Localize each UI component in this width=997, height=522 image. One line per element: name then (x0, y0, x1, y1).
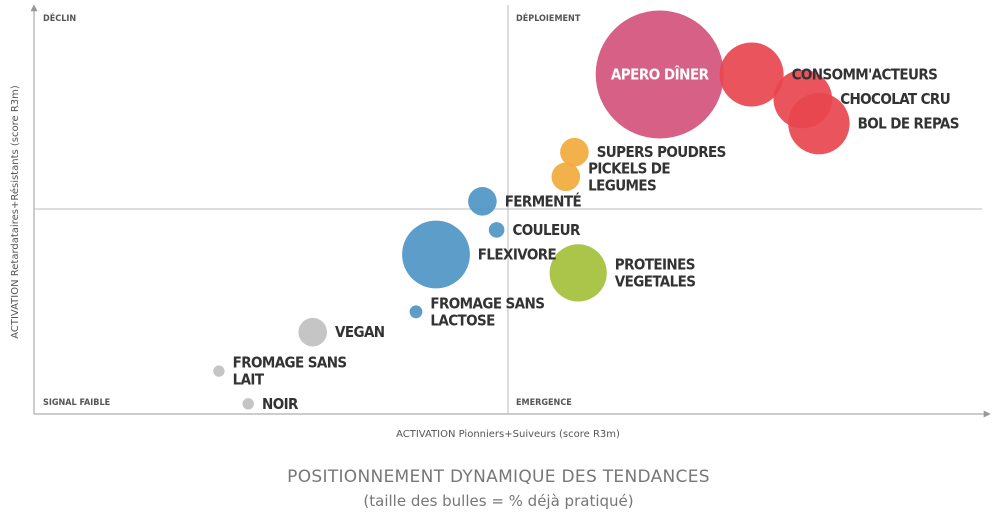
bubble-label-noir: NOIR (262, 395, 299, 413)
x-axis-label: ACTIVATION Pionniers+Suiveurs (score R3m… (396, 429, 620, 440)
bubble-consomm-acteurs (719, 42, 784, 107)
bubble-label-bol-de-repas: BOL DE REPAS (858, 115, 959, 133)
bubble-supers-poudres (560, 137, 589, 167)
bubble-label-fermente: FERMENTÉ (505, 191, 582, 210)
quadrant-label-top-left: DÉCLIN (43, 12, 76, 24)
bubble-flexivore (402, 220, 470, 289)
bubble-label-supers-poudres: SUPERS POUDRES (597, 143, 726, 161)
bubble-label-proteines-vegetales: PROTEINES VEGETALES (615, 255, 696, 290)
y-axis-label: ACTIVATION Retardataires+Résistants (sco… (9, 85, 21, 339)
bubble-vegan (298, 317, 328, 347)
bubble-label-couleur: COULEUR (513, 221, 582, 239)
bubble-label-flexivore: FLEXIVORE (478, 246, 557, 264)
bubble-label-fromage-sans-lactose: FROMAGE SANS LACTOSE (430, 294, 544, 329)
bubble-pickels-de-legumes (551, 162, 581, 192)
bubble-label-consomm-acteurs: CONSOMM'ACTEURS (792, 66, 938, 84)
bubble-label-vegan: VEGAN (335, 323, 385, 341)
bubble-label-pickels-de-legumes: PICKELS DE LEGUMES (588, 159, 670, 194)
bubble-apero-diner (595, 10, 724, 139)
quadrant-label-top-right: DÉPLOIEMENT (516, 12, 581, 24)
chart-axes (30, 4, 991, 418)
quadrant-label-bottom-right: EMERGENCE (516, 398, 572, 408)
bubble-label-layer: APERO DÎNER CONSOMM'ACTEURS CHOCOLAT CRU BO… (233, 65, 960, 413)
bubble-chart: DÉCLIN DÉPLOIEMENT SIGNAL FAIBLE EMERGEN… (9, 4, 991, 440)
bubble-label-chocolat-cru: CHOCOLAT CRU (840, 90, 950, 108)
chart-subtitle: (taille des bulles = % déjà pratiqué) (363, 492, 634, 510)
bubble-fromage-sans-lactose (409, 305, 423, 319)
quadrant-label-bottom-left: SIGNAL FAIBLE (43, 398, 110, 408)
bubble-fromage-sans-lait (213, 365, 225, 377)
bubble-label-fromage-sans-lait: FROMAGE SANS LAIT (233, 354, 347, 389)
bubble-fermente (468, 187, 497, 216)
bubble-chocolat-cru (773, 69, 833, 129)
bubble-couleur (488, 222, 505, 238)
bubble-noir (242, 398, 254, 410)
bubble-layer (213, 10, 850, 410)
bubble-proteines-vegetales (549, 244, 607, 302)
bubble-label-apero-diner: APERO DÎNER (611, 65, 710, 84)
chart-title: POSITIONNEMENT DYNAMIQUE DES TENDANCES (287, 467, 710, 487)
